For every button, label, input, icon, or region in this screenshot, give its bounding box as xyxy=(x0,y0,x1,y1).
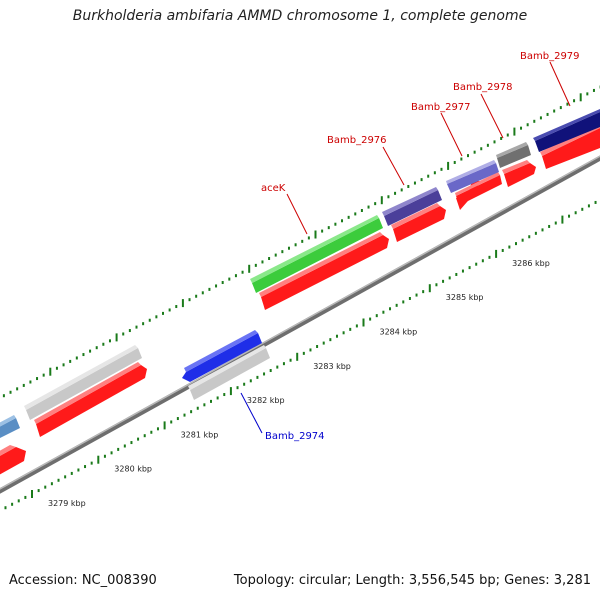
red-feature[interactable] xyxy=(259,232,389,310)
red-feature[interactable] xyxy=(502,160,536,187)
gene-feature-bamb-2979[interactable] xyxy=(533,109,600,152)
gene-feature-gray-left[interactable] xyxy=(24,345,142,420)
gene-label-bamb-2974: Bamb_2974 xyxy=(265,431,325,442)
gene-label-bamb-2979: Bamb_2979 xyxy=(520,51,580,62)
gene-feature-bamb-2977[interactable] xyxy=(446,160,499,193)
gene-feature-acek[interactable] xyxy=(250,215,383,293)
scale-label: 3281 kbp xyxy=(181,430,219,439)
label-leaders xyxy=(240,61,571,434)
gene-feature-bamb-2974[interactable] xyxy=(182,330,262,382)
map-title: Burkholderia ambifaria AMMD chromosome 1… xyxy=(72,8,528,24)
backbone xyxy=(0,155,600,494)
outer-tick-row xyxy=(2,85,600,398)
red-feature[interactable] xyxy=(0,445,26,480)
gene-label-bamb-2977: Bamb_2977 xyxy=(411,102,471,113)
gene-feature-bamb-2978[interactable] xyxy=(496,142,531,168)
accession-text: Accession: NC_008390 xyxy=(9,573,157,588)
red-feature[interactable] xyxy=(34,362,147,437)
scale-label: 3286 kbp xyxy=(512,259,550,268)
scale-label: 3285 kbp xyxy=(446,293,484,302)
gene-label-bamb-2978: Bamb_2978 xyxy=(453,82,513,93)
scale-label: 3279 kbp xyxy=(48,499,86,508)
scale-label: 3282 kbp xyxy=(247,396,285,405)
genome-summary-text: Topology: circular; Length: 3,556,545 bp… xyxy=(233,573,591,588)
scale-label: 3284 kbp xyxy=(380,328,418,337)
gene-label-bamb-2976: Bamb_2976 xyxy=(327,135,387,146)
gene-feature-gray-inner[interactable] xyxy=(188,345,270,400)
red-feature[interactable] xyxy=(455,172,502,205)
scale-label: 3280 kbp xyxy=(114,465,152,474)
scale-label: 3283 kbp xyxy=(313,362,351,371)
gene-label-acek: aceK xyxy=(261,183,286,194)
inner-tick-row: 3279 kbp 3280 kbp 3281 kbp 3282 kbp 3283 kbp… xyxy=(4,200,597,510)
gene-feature-steelblue[interactable] xyxy=(0,415,20,446)
red-feature[interactable] xyxy=(391,203,446,242)
gene-feature-bamb-2976[interactable] xyxy=(382,187,442,226)
